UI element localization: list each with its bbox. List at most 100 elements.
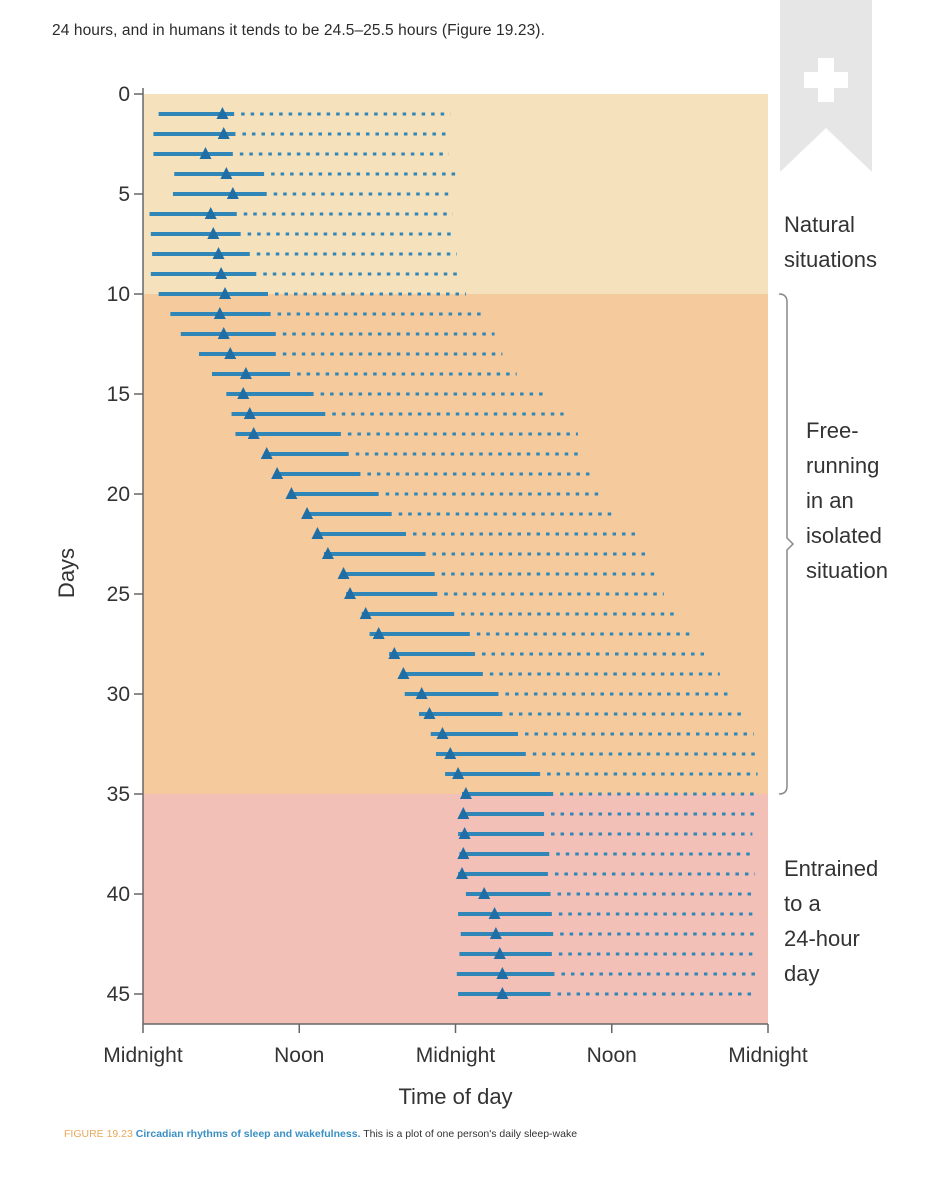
day-row-29 — [397, 667, 720, 679]
marker-triangle — [478, 887, 491, 899]
marker-triangle — [243, 407, 256, 419]
day-row-38 — [457, 847, 752, 859]
x-tick-label: Noon — [587, 1044, 637, 1067]
region-label-line: Entrained — [784, 856, 878, 881]
day-row-8 — [152, 247, 457, 259]
marker-triangle — [285, 487, 298, 499]
caption-figure-label: FIGURE 19.23 — [64, 1128, 133, 1140]
marker-triangle — [260, 447, 273, 459]
marker-triangle — [321, 547, 334, 559]
y-tick-label: 15 — [107, 383, 130, 406]
day-row-33 — [435, 747, 757, 759]
region-background-3 — [143, 794, 768, 1024]
day-rows — [149, 107, 759, 999]
y-axis-title: Days — [54, 548, 79, 598]
marker-triangle — [247, 427, 260, 439]
day-row-37 — [458, 827, 753, 839]
day-row-42 — [460, 927, 754, 939]
marker-triangle — [301, 507, 314, 519]
region-label-3: Entrained to a 24-hour day — [784, 856, 878, 986]
day-row-14 — [212, 367, 517, 379]
marker-triangle — [311, 527, 324, 539]
marker-triangle — [372, 627, 385, 639]
region-label-line: Natural — [784, 212, 855, 237]
region-label-line: day — [784, 961, 819, 986]
day-row-5 — [172, 187, 455, 199]
day-row-18 — [260, 447, 582, 459]
y-tick-label: 45 — [107, 983, 130, 1006]
marker-triangle — [452, 767, 465, 779]
region-background-2 — [143, 294, 768, 794]
day-row-23 — [321, 547, 647, 559]
marker-triangle — [493, 947, 506, 959]
day-row-11 — [170, 307, 482, 319]
y-tick-label: 25 — [107, 583, 130, 606]
marker-triangle — [344, 587, 357, 599]
day-row-15 — [226, 387, 546, 399]
day-row-25 — [344, 587, 664, 599]
marker-triangle — [459, 787, 472, 799]
marker-triangle — [397, 667, 410, 679]
day-row-36 — [457, 807, 755, 819]
day-row-34 — [445, 767, 758, 779]
day-row-45 — [458, 987, 754, 999]
day-row-17 — [235, 427, 578, 439]
marker-triangle — [415, 687, 428, 699]
y-tick-label: 35 — [107, 783, 130, 806]
marker-triangle — [207, 227, 220, 239]
axes: 0 5 10 15 20 25 30 35 40 45 Midnight Noon Midnight No… — [54, 83, 808, 1109]
day-row-3 — [153, 147, 449, 159]
marker-triangle — [215, 267, 228, 279]
marker-triangle — [213, 307, 226, 319]
day-row-12 — [180, 327, 495, 339]
day-row-20 — [285, 487, 601, 499]
marker-triangle — [217, 127, 230, 139]
marker-triangle — [359, 607, 372, 619]
day-row-35 — [459, 787, 759, 799]
x-tick-label: Midnight — [728, 1044, 808, 1067]
marker-triangle — [271, 467, 284, 479]
region-label-line: running — [806, 453, 879, 478]
region-label-2: Free-running in an isolated situation — [806, 418, 888, 583]
region-label-line: in an — [806, 488, 854, 513]
x-tick-label: Midnight — [103, 1044, 183, 1067]
marker-triangle — [423, 707, 436, 719]
marker-triangle — [496, 967, 509, 979]
day-row-7 — [150, 227, 456, 239]
day-row-10 — [158, 287, 466, 299]
y-tick-label: 40 — [107, 883, 130, 906]
marker-triangle — [337, 567, 350, 579]
marker-triangle — [224, 347, 237, 359]
marker-triangle — [220, 167, 233, 179]
marker-triangle — [239, 367, 252, 379]
day-row-40 — [465, 887, 753, 899]
day-row-1 — [158, 107, 451, 119]
x-tick-label: Midnight — [416, 1044, 496, 1067]
day-row-19 — [271, 467, 594, 479]
region-label-line: situation — [806, 558, 888, 583]
marker-triangle — [457, 807, 470, 819]
region-label-line: isolated — [806, 523, 882, 548]
day-row-16 — [231, 407, 564, 419]
marker-triangle — [436, 727, 449, 739]
day-row-22 — [311, 527, 636, 539]
y-tick-label: 30 — [107, 683, 130, 706]
marker-triangle — [496, 987, 509, 999]
region-label-1: Natural situations — [784, 212, 877, 272]
day-row-31 — [419, 707, 744, 719]
day-row-44 — [456, 967, 755, 979]
day-row-9 — [150, 267, 460, 279]
day-row-21 — [301, 507, 616, 519]
y-tick-label: 0 — [118, 83, 130, 106]
region-label-line: situations — [784, 247, 877, 272]
marker-triangle — [488, 907, 501, 919]
day-row-2 — [153, 127, 451, 139]
y-tick-label: 5 — [118, 183, 130, 206]
day-row-24 — [337, 567, 655, 579]
marker-triangle — [458, 827, 471, 839]
preceding-body-text: 24 hours, and in humans it tends to be 2… — [52, 22, 545, 39]
bookmark-plus-icon[interactable] — [780, 0, 872, 172]
free-running-bracket — [778, 293, 795, 795]
figure-caption: FIGURE 19.23 Circadian rhythms of sleep … — [64, 1128, 577, 1140]
day-row-43 — [459, 947, 757, 959]
